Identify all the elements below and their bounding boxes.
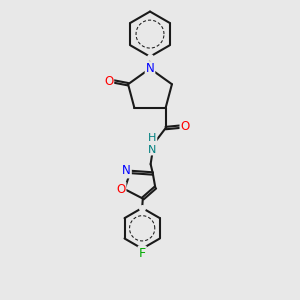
Text: H
N: H N (148, 133, 156, 154)
Text: F: F (139, 247, 146, 260)
Text: O: O (116, 183, 125, 196)
Text: N: N (122, 164, 131, 178)
Text: O: O (181, 120, 190, 133)
Text: N: N (146, 62, 154, 75)
Text: O: O (104, 75, 113, 88)
